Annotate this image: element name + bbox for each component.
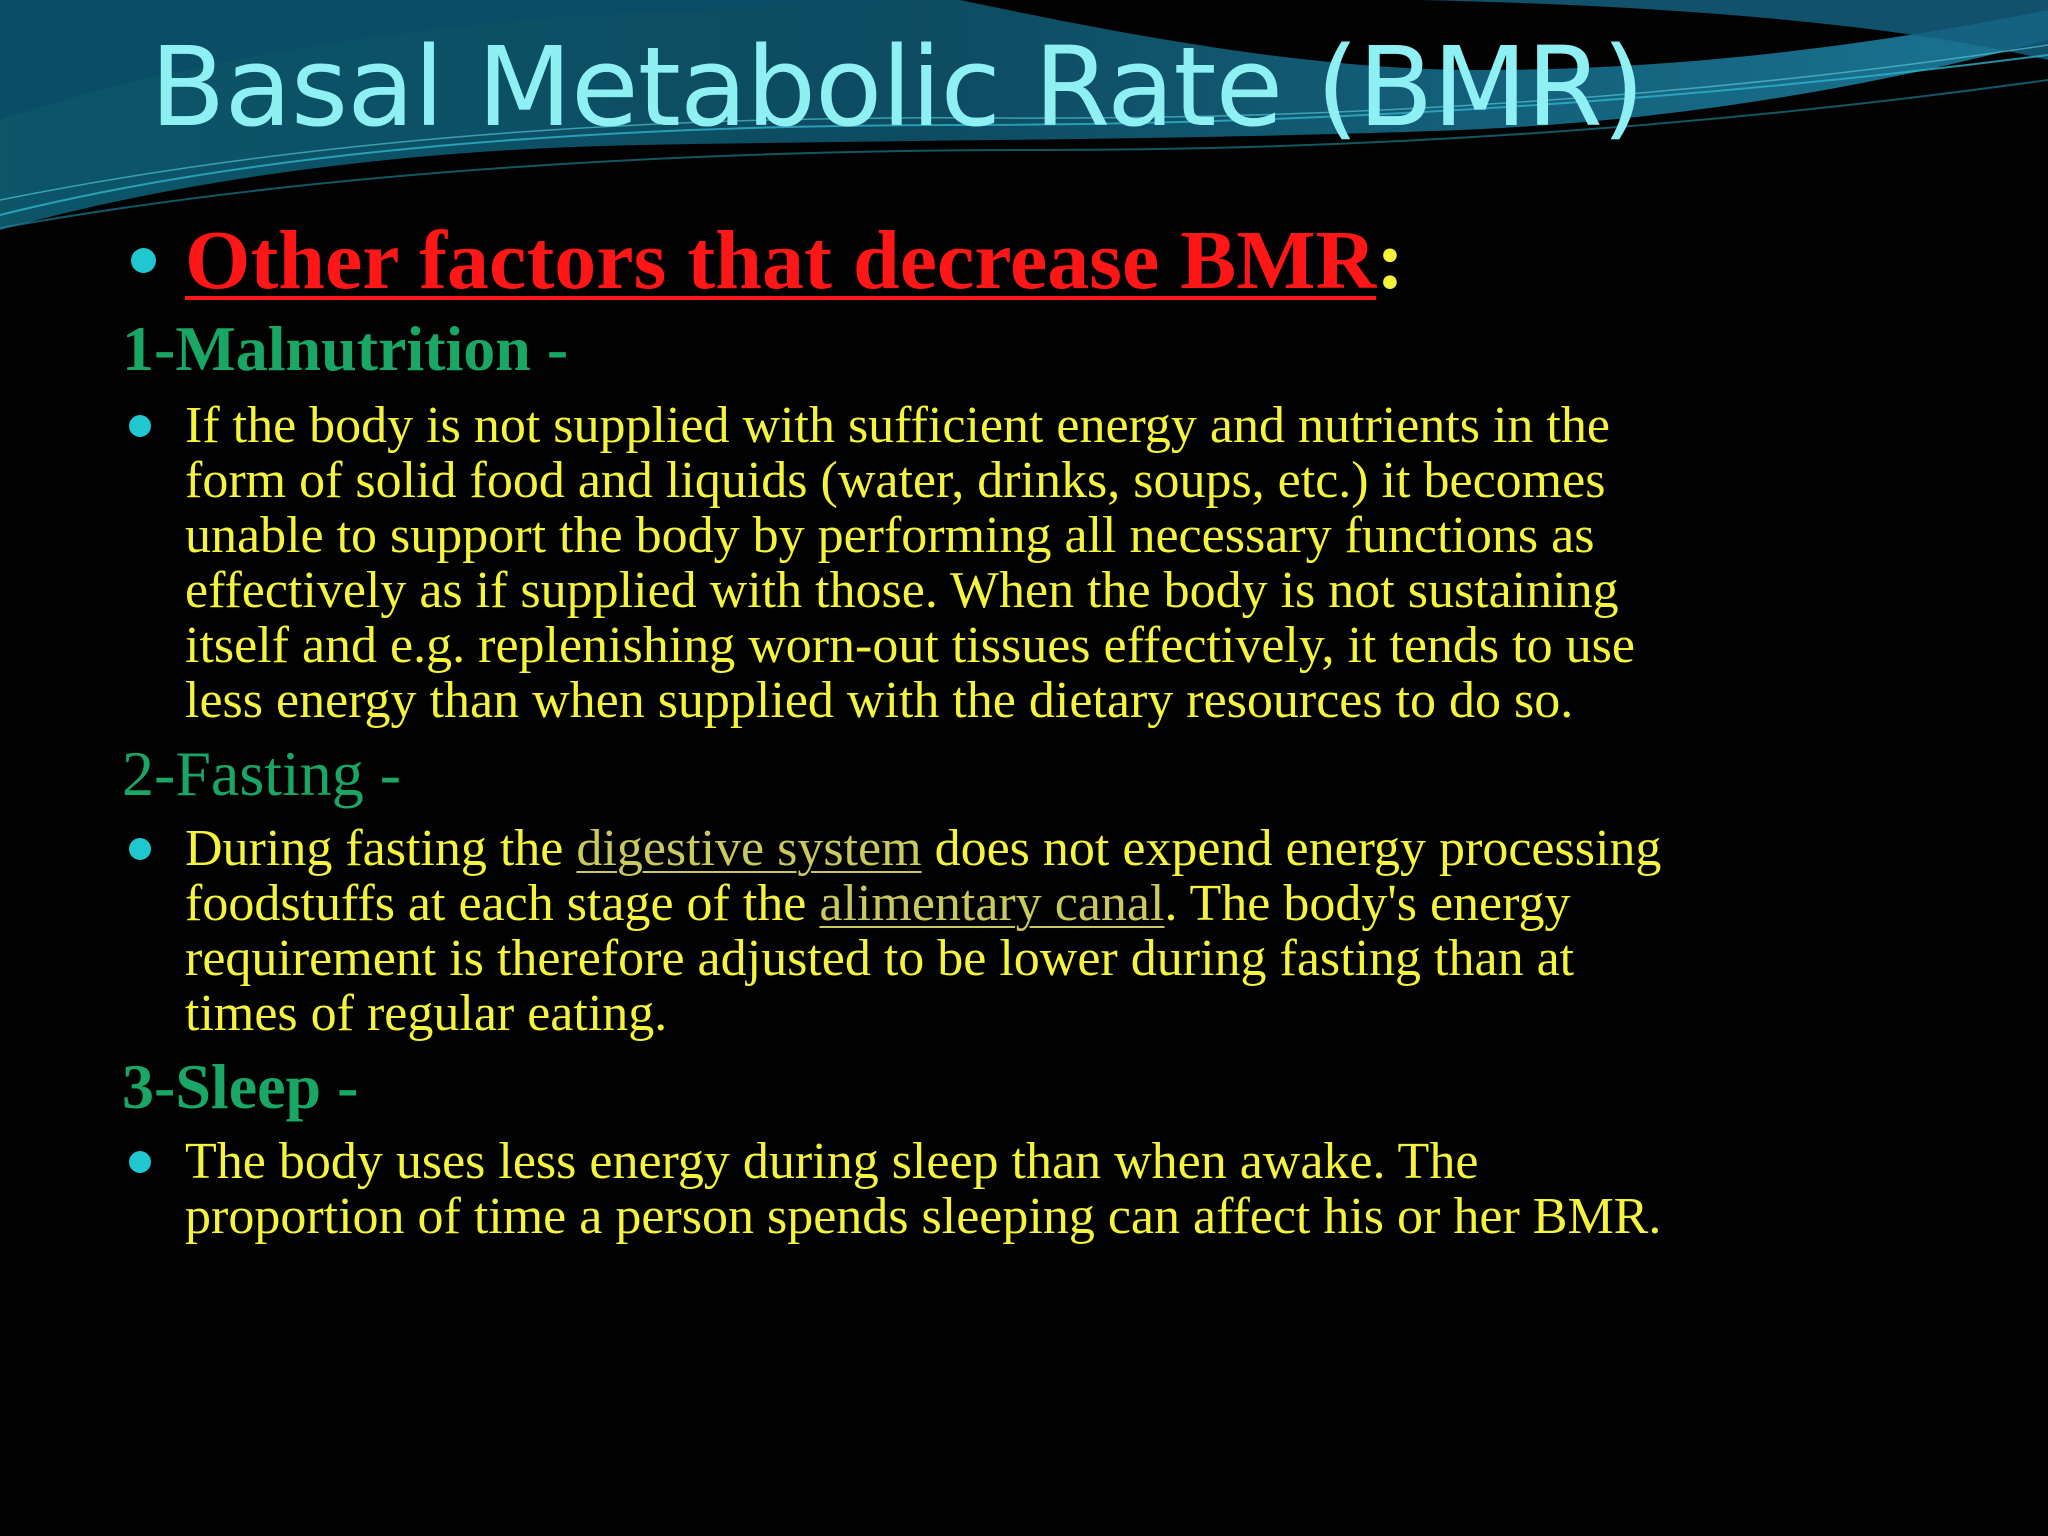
bullet-dot-icon bbox=[129, 838, 151, 860]
digestive-system-link[interactable]: digestive system bbox=[576, 820, 922, 877]
slide-title: Basal Metabolic Rate (BMR) bbox=[150, 23, 1645, 151]
text-run: does not expend energy processing bbox=[921, 820, 1662, 877]
paragraph-line: itself and e.g. replenishing worn-out ti… bbox=[185, 617, 1635, 674]
paragraph-line: times of regular eating. bbox=[185, 985, 668, 1042]
bullet-dot-icon bbox=[131, 248, 156, 273]
subheading-malnutrition: 1-Malnutrition - bbox=[122, 313, 569, 384]
text-run: foodstuffs at each stage of the bbox=[185, 875, 820, 932]
sleep-paragraph: The body uses less energy during sleep t… bbox=[185, 1134, 2025, 1244]
paragraph-line: The body uses less energy during sleep t… bbox=[185, 1133, 1479, 1190]
section-heading: Other factors that decrease BMR: bbox=[185, 215, 1404, 307]
text-run: During fasting the bbox=[185, 820, 577, 877]
section-heading-text: Other factors that decrease BMR bbox=[185, 214, 1377, 307]
section-heading-colon: : bbox=[1376, 214, 1405, 307]
malnutrition-paragraph: If the body is not supplied with suffici… bbox=[185, 398, 2025, 728]
paragraph-line: proportion of time a person spends sleep… bbox=[185, 1188, 1662, 1245]
bullet-dot-icon bbox=[129, 415, 151, 437]
paragraph-line: unable to support the body by performing… bbox=[185, 507, 1595, 564]
subheading-fasting: 2-Fasting - bbox=[122, 738, 402, 809]
paragraph-line: During fasting the digestive system does… bbox=[185, 821, 2025, 876]
fasting-paragraph: During fasting the digestive system does… bbox=[185, 821, 2025, 1041]
bullet-dot-icon bbox=[129, 1151, 151, 1173]
paragraph-line: less energy than when supplied with the … bbox=[185, 672, 1574, 729]
paragraph-line: requirement is therefore adjusted to be … bbox=[185, 930, 1575, 987]
subheading-sleep: 3-Sleep - bbox=[122, 1051, 359, 1122]
paragraph-line: If the body is not supplied with suffici… bbox=[185, 397, 1610, 454]
decorative-wave-banner bbox=[0, 0, 2048, 230]
text-run: . The body's energy bbox=[1164, 875, 1571, 932]
paragraph-line: foodstuffs at each stage of the alimenta… bbox=[185, 876, 2025, 931]
paragraph-line: effectively as if supplied with those. W… bbox=[185, 562, 1619, 619]
alimentary-canal-link[interactable]: alimentary canal bbox=[819, 875, 1165, 932]
paragraph-line: form of solid food and liquids (water, d… bbox=[185, 452, 1606, 509]
